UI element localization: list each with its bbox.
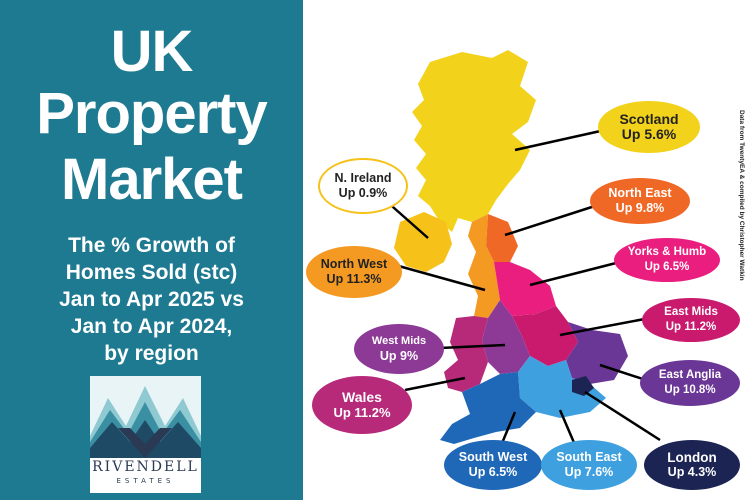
bubble-n-ireland: N. Ireland Up 0.9% — [318, 158, 408, 214]
region-name: South East — [556, 450, 622, 464]
region-west-mids — [482, 300, 530, 374]
region-growth: Up 9% — [379, 349, 419, 363]
region-growth: Up 11.3% — [326, 272, 382, 286]
region-name: N. Ireland — [334, 171, 392, 185]
region-name: Scotland — [619, 111, 679, 127]
region-growth: Up 4.3% — [667, 465, 717, 479]
region-name: East Anglia — [658, 369, 722, 381]
subtitle-line: Jan to Apr 2024, — [70, 315, 233, 338]
region-name: North West — [320, 257, 388, 271]
data-credit: Data from TwentyEA & compiled by Christo… — [738, 110, 745, 281]
uk-map — [384, 50, 661, 449]
region-north-west — [468, 214, 500, 318]
bubble-east-anglia: East Anglia Up 10.8% — [640, 360, 740, 406]
region-north-east — [486, 214, 518, 262]
region-growth: Up 0.9% — [338, 186, 388, 200]
bubble-south-west: South West Up 6.5% — [444, 440, 542, 490]
region-london — [572, 376, 594, 396]
rivendell-logo: RIVENDELL ESTATES — [90, 376, 201, 493]
region-name: Yorks & Humb — [627, 246, 707, 258]
region-name: Wales — [342, 389, 382, 405]
region-northern-ireland — [394, 212, 452, 272]
bubble-south-east: South East Up 7.6% — [541, 440, 637, 490]
region-growth: Up 6.5% — [644, 261, 690, 273]
region-south-west — [440, 372, 536, 444]
region-name: East Mids — [664, 306, 718, 318]
region-name: North East — [608, 186, 672, 200]
region-yorks-humb — [494, 262, 556, 316]
region-scotland — [412, 50, 536, 232]
region-wales — [444, 316, 488, 392]
bubble-yorks-humb: Yorks & Humb Up 6.5% — [614, 238, 720, 282]
subtitle-line: Jan to Apr 2025 vs — [59, 288, 244, 311]
logo-name: RIVENDELL — [92, 459, 199, 475]
subtitle: The % Growth of Homes Sold (stc) Jan to … — [0, 232, 303, 367]
subtitle-line: by region — [104, 342, 199, 365]
bubble-london: London Up 4.3% — [644, 440, 740, 490]
bubble-west-mids: West Mids Up 9% — [354, 324, 444, 374]
subtitle-line: The % Growth of — [68, 234, 235, 257]
region-growth: Up 10.8% — [664, 384, 716, 396]
bubble-scotland: Scotland Up 5.6% — [598, 101, 700, 153]
mountain-logo-icon — [90, 376, 201, 458]
title-line-property: Property — [36, 81, 268, 146]
bubble-wales: Wales Up 11.2% — [312, 376, 412, 434]
bubble-east-mids: East Mids Up 11.2% — [642, 298, 740, 342]
subtitle-line: Homes Sold (stc) — [65, 261, 238, 284]
region-growth: Up 11.2% — [333, 405, 391, 420]
region-name: West Mids — [371, 335, 427, 347]
title-line-uk: UK — [110, 19, 194, 84]
region-growth: Up 7.6% — [564, 465, 614, 479]
bubble-north-west: North West Up 11.3% — [306, 246, 402, 298]
region-name: London — [667, 450, 717, 465]
region-growth: Up 6.5% — [468, 465, 518, 479]
region-name: South West — [458, 450, 528, 464]
region-south-east — [518, 356, 606, 418]
logo-tagline: ESTATES — [116, 477, 175, 485]
region-growth: Up 9.8% — [615, 201, 665, 215]
region-growth: Up 5.6% — [621, 126, 677, 142]
region-east-mids — [512, 306, 578, 366]
bubble-north-east: North East Up 9.8% — [590, 178, 690, 224]
region-growth: Up 11.2% — [665, 321, 717, 333]
title-line-market: Market — [61, 147, 243, 212]
